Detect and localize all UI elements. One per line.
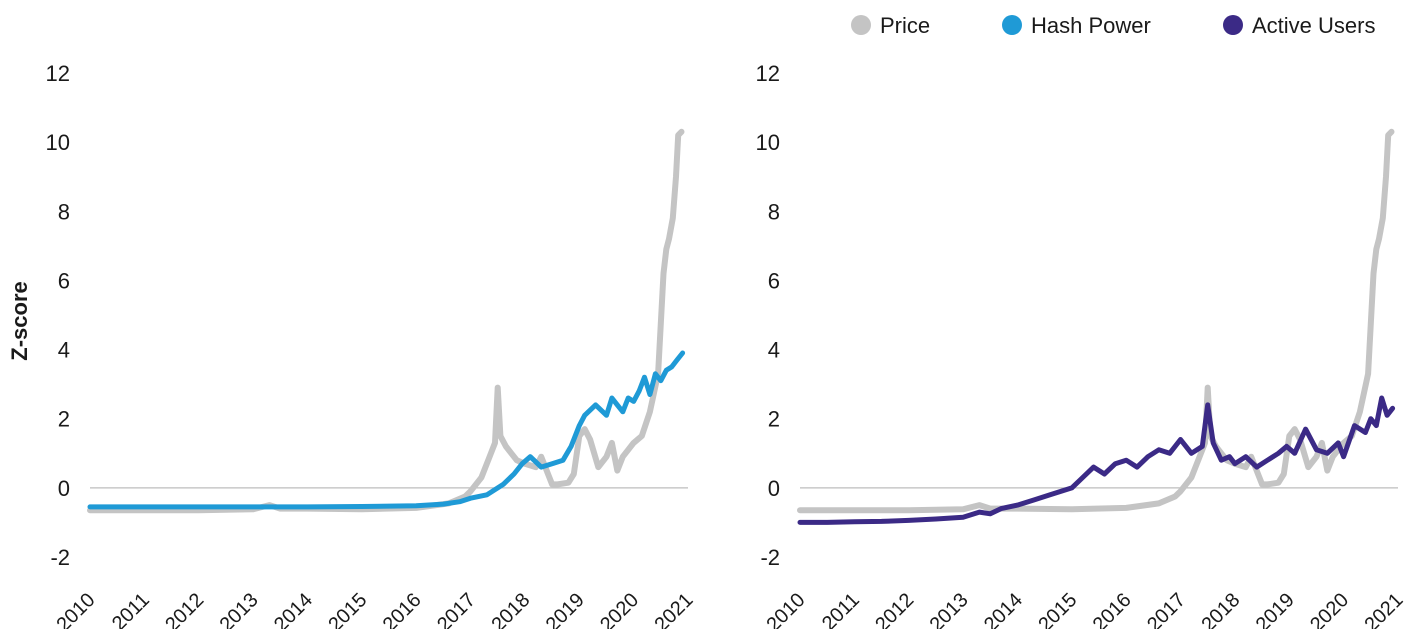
- legend-marker-active-users: [1223, 15, 1243, 35]
- x-tick-label: 2013: [926, 589, 973, 629]
- x-tick-label: 2014: [980, 589, 1027, 629]
- x-tick-label: 2010: [763, 589, 810, 629]
- x-tick-label: 2018: [487, 589, 534, 629]
- x-tick-label: 2012: [161, 589, 208, 629]
- y-tick-label: 8: [768, 199, 780, 224]
- legend-marker-price: [851, 15, 871, 35]
- x-tick-label: 2017: [433, 589, 480, 629]
- series-line-price: [797, 128, 1395, 514]
- x-tick-label: 2021: [651, 589, 698, 629]
- y-tick-label: -2: [50, 545, 70, 570]
- x-tick-label: 2021: [1361, 589, 1408, 629]
- x-tick-label: 2010: [53, 589, 100, 629]
- x-tick-label: 2020: [1306, 589, 1353, 629]
- x-tick-label: 2014: [270, 589, 317, 629]
- x-tick-label: 2020: [596, 589, 643, 629]
- legend-marker-hash-power: [1002, 15, 1022, 35]
- legend-item-price: Price: [851, 13, 930, 38]
- x-tick-label: 2011: [108, 589, 154, 629]
- x-tick-label: 2011: [818, 589, 864, 629]
- legend: Price Hash Power Active Users: [851, 13, 1375, 38]
- legend-label-active-users: Active Users: [1252, 13, 1375, 38]
- x-tick-label: 2017: [1143, 589, 1190, 629]
- y-tick-label: 12: [756, 61, 780, 86]
- legend-item-active-users: Active Users: [1223, 13, 1375, 38]
- y-tick-label: 4: [768, 338, 780, 363]
- series-line-hash-power: [87, 350, 686, 510]
- y-tick-label: 0: [58, 476, 70, 501]
- legend-item-hash-power: Hash Power: [1002, 13, 1151, 38]
- y-tick-label: 12: [46, 61, 70, 86]
- x-tick-label: 2015: [324, 589, 371, 629]
- x-tick-label: 2019: [542, 589, 589, 629]
- y-tick-label: 6: [768, 268, 780, 293]
- series-line-price: [87, 128, 685, 514]
- y-tick-label: -2: [760, 545, 780, 570]
- y-tick-label: 0: [768, 476, 780, 501]
- y-tick-label: 10: [46, 130, 70, 155]
- y-tick-label: 4: [58, 338, 70, 363]
- y-tick-label: 2: [58, 407, 70, 432]
- y-tick-label: 10: [756, 130, 780, 155]
- y-tick-label: 8: [58, 199, 70, 224]
- y-tick-label: 2: [768, 407, 780, 432]
- x-tick-label: 2019: [1252, 589, 1299, 629]
- legend-label-price: Price: [880, 13, 930, 38]
- x-tick-label: 2015: [1034, 589, 1081, 629]
- y-axis-label: Z-score: [7, 281, 32, 360]
- legend-label-hash-power: Hash Power: [1031, 13, 1151, 38]
- series-line-active-users: [797, 395, 1396, 525]
- y-tick-label: 6: [58, 268, 70, 293]
- x-tick-label: 2012: [871, 589, 918, 629]
- x-tick-label: 2018: [1197, 589, 1244, 629]
- x-tick-label: 2013: [216, 589, 263, 629]
- x-tick-label: 2016: [1089, 589, 1136, 629]
- x-tick-label: 2016: [379, 589, 426, 629]
